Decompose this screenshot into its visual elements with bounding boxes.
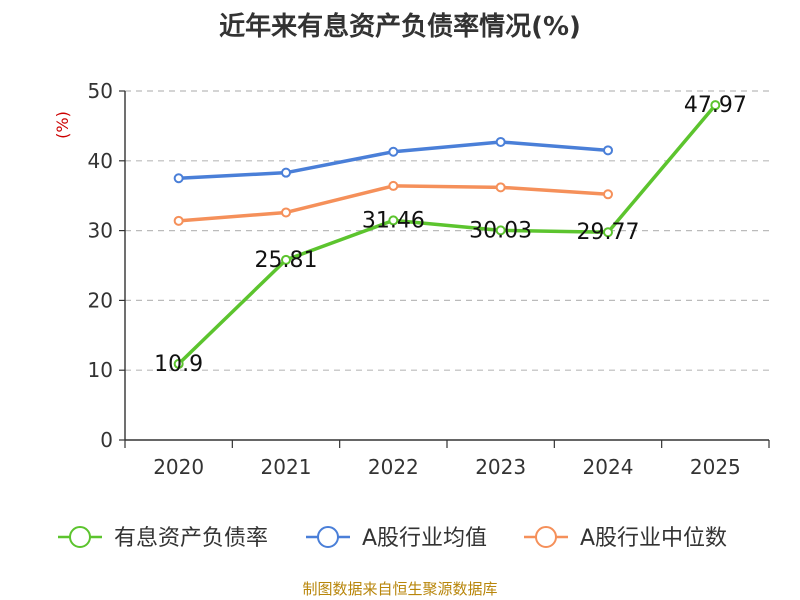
data-point bbox=[388, 180, 399, 191]
data-point bbox=[388, 215, 399, 226]
data-label: 47.97 bbox=[684, 93, 747, 118]
x-tick-label: 2023 bbox=[475, 455, 526, 479]
legend[interactable]: 有息资产负债率 A股行业均值 A股行业中位数 bbox=[58, 526, 727, 551]
legend-marker-icon bbox=[535, 526, 557, 548]
data-point bbox=[603, 227, 613, 238]
data-point bbox=[710, 100, 721, 111]
data-point bbox=[388, 146, 399, 157]
data-point bbox=[173, 358, 184, 369]
legend-marker-icon bbox=[317, 526, 339, 548]
y-tick-label: 10 bbox=[88, 358, 113, 382]
data-label: 29.77 bbox=[577, 220, 640, 245]
data-point bbox=[173, 215, 184, 226]
data-point bbox=[603, 145, 613, 156]
y-tick-label: 20 bbox=[88, 288, 113, 312]
data-label: 25.81 bbox=[255, 248, 318, 273]
legend-label: A股行业均值 bbox=[362, 526, 487, 551]
y-tick-label: 50 bbox=[88, 79, 113, 103]
legend-label: A股行业中位数 bbox=[580, 526, 727, 551]
data-point bbox=[603, 189, 613, 200]
legend-item[interactable]: 有息资产负债率 bbox=[58, 526, 268, 551]
y-tick-label: 0 bbox=[100, 428, 113, 452]
series-lines bbox=[173, 100, 721, 369]
x-tick-label: 2024 bbox=[583, 455, 634, 479]
series-line bbox=[177, 104, 717, 366]
data-label: 10.9 bbox=[154, 352, 203, 377]
data-label: 30.03 bbox=[469, 218, 532, 243]
y-tick-label: 30 bbox=[88, 219, 113, 243]
data-point bbox=[495, 136, 506, 147]
data-point bbox=[173, 173, 184, 184]
legend-item[interactable]: A股行业均值 bbox=[306, 526, 487, 551]
x-tick-label: 2025 bbox=[690, 455, 741, 479]
legend-label: 有息资产负债率 bbox=[114, 526, 268, 551]
data-point bbox=[281, 167, 291, 178]
legend-item[interactable]: A股行业中位数 bbox=[524, 526, 727, 551]
x-tick-label: 2020 bbox=[153, 455, 204, 479]
source-note: 制图数据来自恒生聚源数据库 bbox=[302, 580, 498, 598]
data-point bbox=[281, 254, 291, 265]
legend-marker-icon bbox=[69, 526, 91, 548]
y-tick-label: 40 bbox=[88, 149, 113, 173]
data-label: 31.46 bbox=[362, 208, 425, 233]
chart-title: 近年来有息资产负债率情况(%) bbox=[219, 12, 581, 42]
x-tick-label: 2021 bbox=[261, 455, 312, 479]
axes: 0 10 20 30 40 50 2020 2021 2022 2023 2024 2025 bbox=[88, 79, 770, 479]
x-tick-label: 2022 bbox=[368, 455, 419, 479]
data-point bbox=[495, 182, 506, 193]
y-axis-label: (%) bbox=[53, 111, 72, 139]
data-point bbox=[281, 207, 291, 218]
data-point bbox=[495, 225, 506, 236]
data-labels: 10.9 25.81 31.46 30.03 29.77 47.97 bbox=[154, 93, 747, 377]
grid-lines bbox=[125, 90, 769, 371]
